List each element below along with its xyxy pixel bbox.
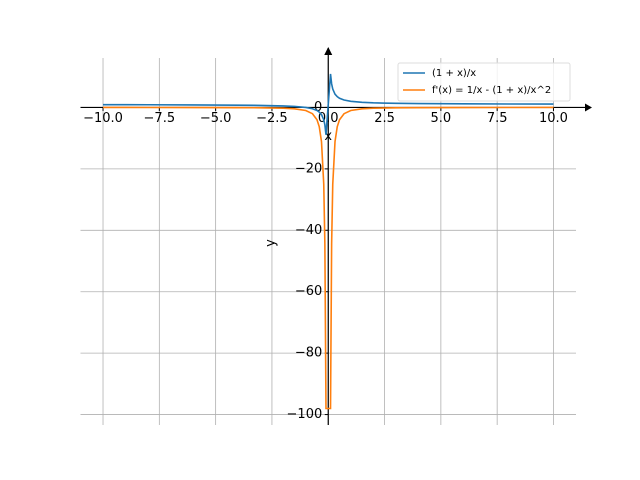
y-tick-label: −100 <box>287 407 323 422</box>
x-tick-label: 7.5 <box>487 111 508 126</box>
y-tick-label: −20 <box>295 161 322 176</box>
x-arrow <box>585 103 592 112</box>
line-series <box>103 106 554 410</box>
x-tick-label: 10.0 <box>539 111 568 126</box>
legend: (1 + x)/x f'(x) = 1/x - (1 + x)/x^2 <box>397 62 571 102</box>
y-tick-label: 0 <box>314 100 322 115</box>
legend-label: (1 + x)/x <box>432 68 476 79</box>
y-axis-label: y <box>264 239 279 247</box>
y-tick-label: −60 <box>295 284 322 299</box>
x-tick-label: −10.0 <box>83 111 123 126</box>
y-arrow <box>324 47 333 55</box>
x-tick-label: 0.0 <box>318 111 339 126</box>
x-tick-label: 5.0 <box>431 111 452 126</box>
x-axis-label: x <box>324 129 332 144</box>
legend-box <box>397 62 571 102</box>
x-tick-label: −5.0 <box>200 111 232 126</box>
line-series <box>103 73 554 135</box>
x-tick-label: 2.5 <box>374 111 395 126</box>
x-tick-label: −7.5 <box>144 111 176 126</box>
y-tick-label: −40 <box>295 223 322 238</box>
x-tick-label: −2.5 <box>256 111 288 126</box>
legend-label: f'(x) = 1/x - (1 + x)/x^2 <box>432 85 551 96</box>
y-tick-label: −80 <box>295 346 322 361</box>
